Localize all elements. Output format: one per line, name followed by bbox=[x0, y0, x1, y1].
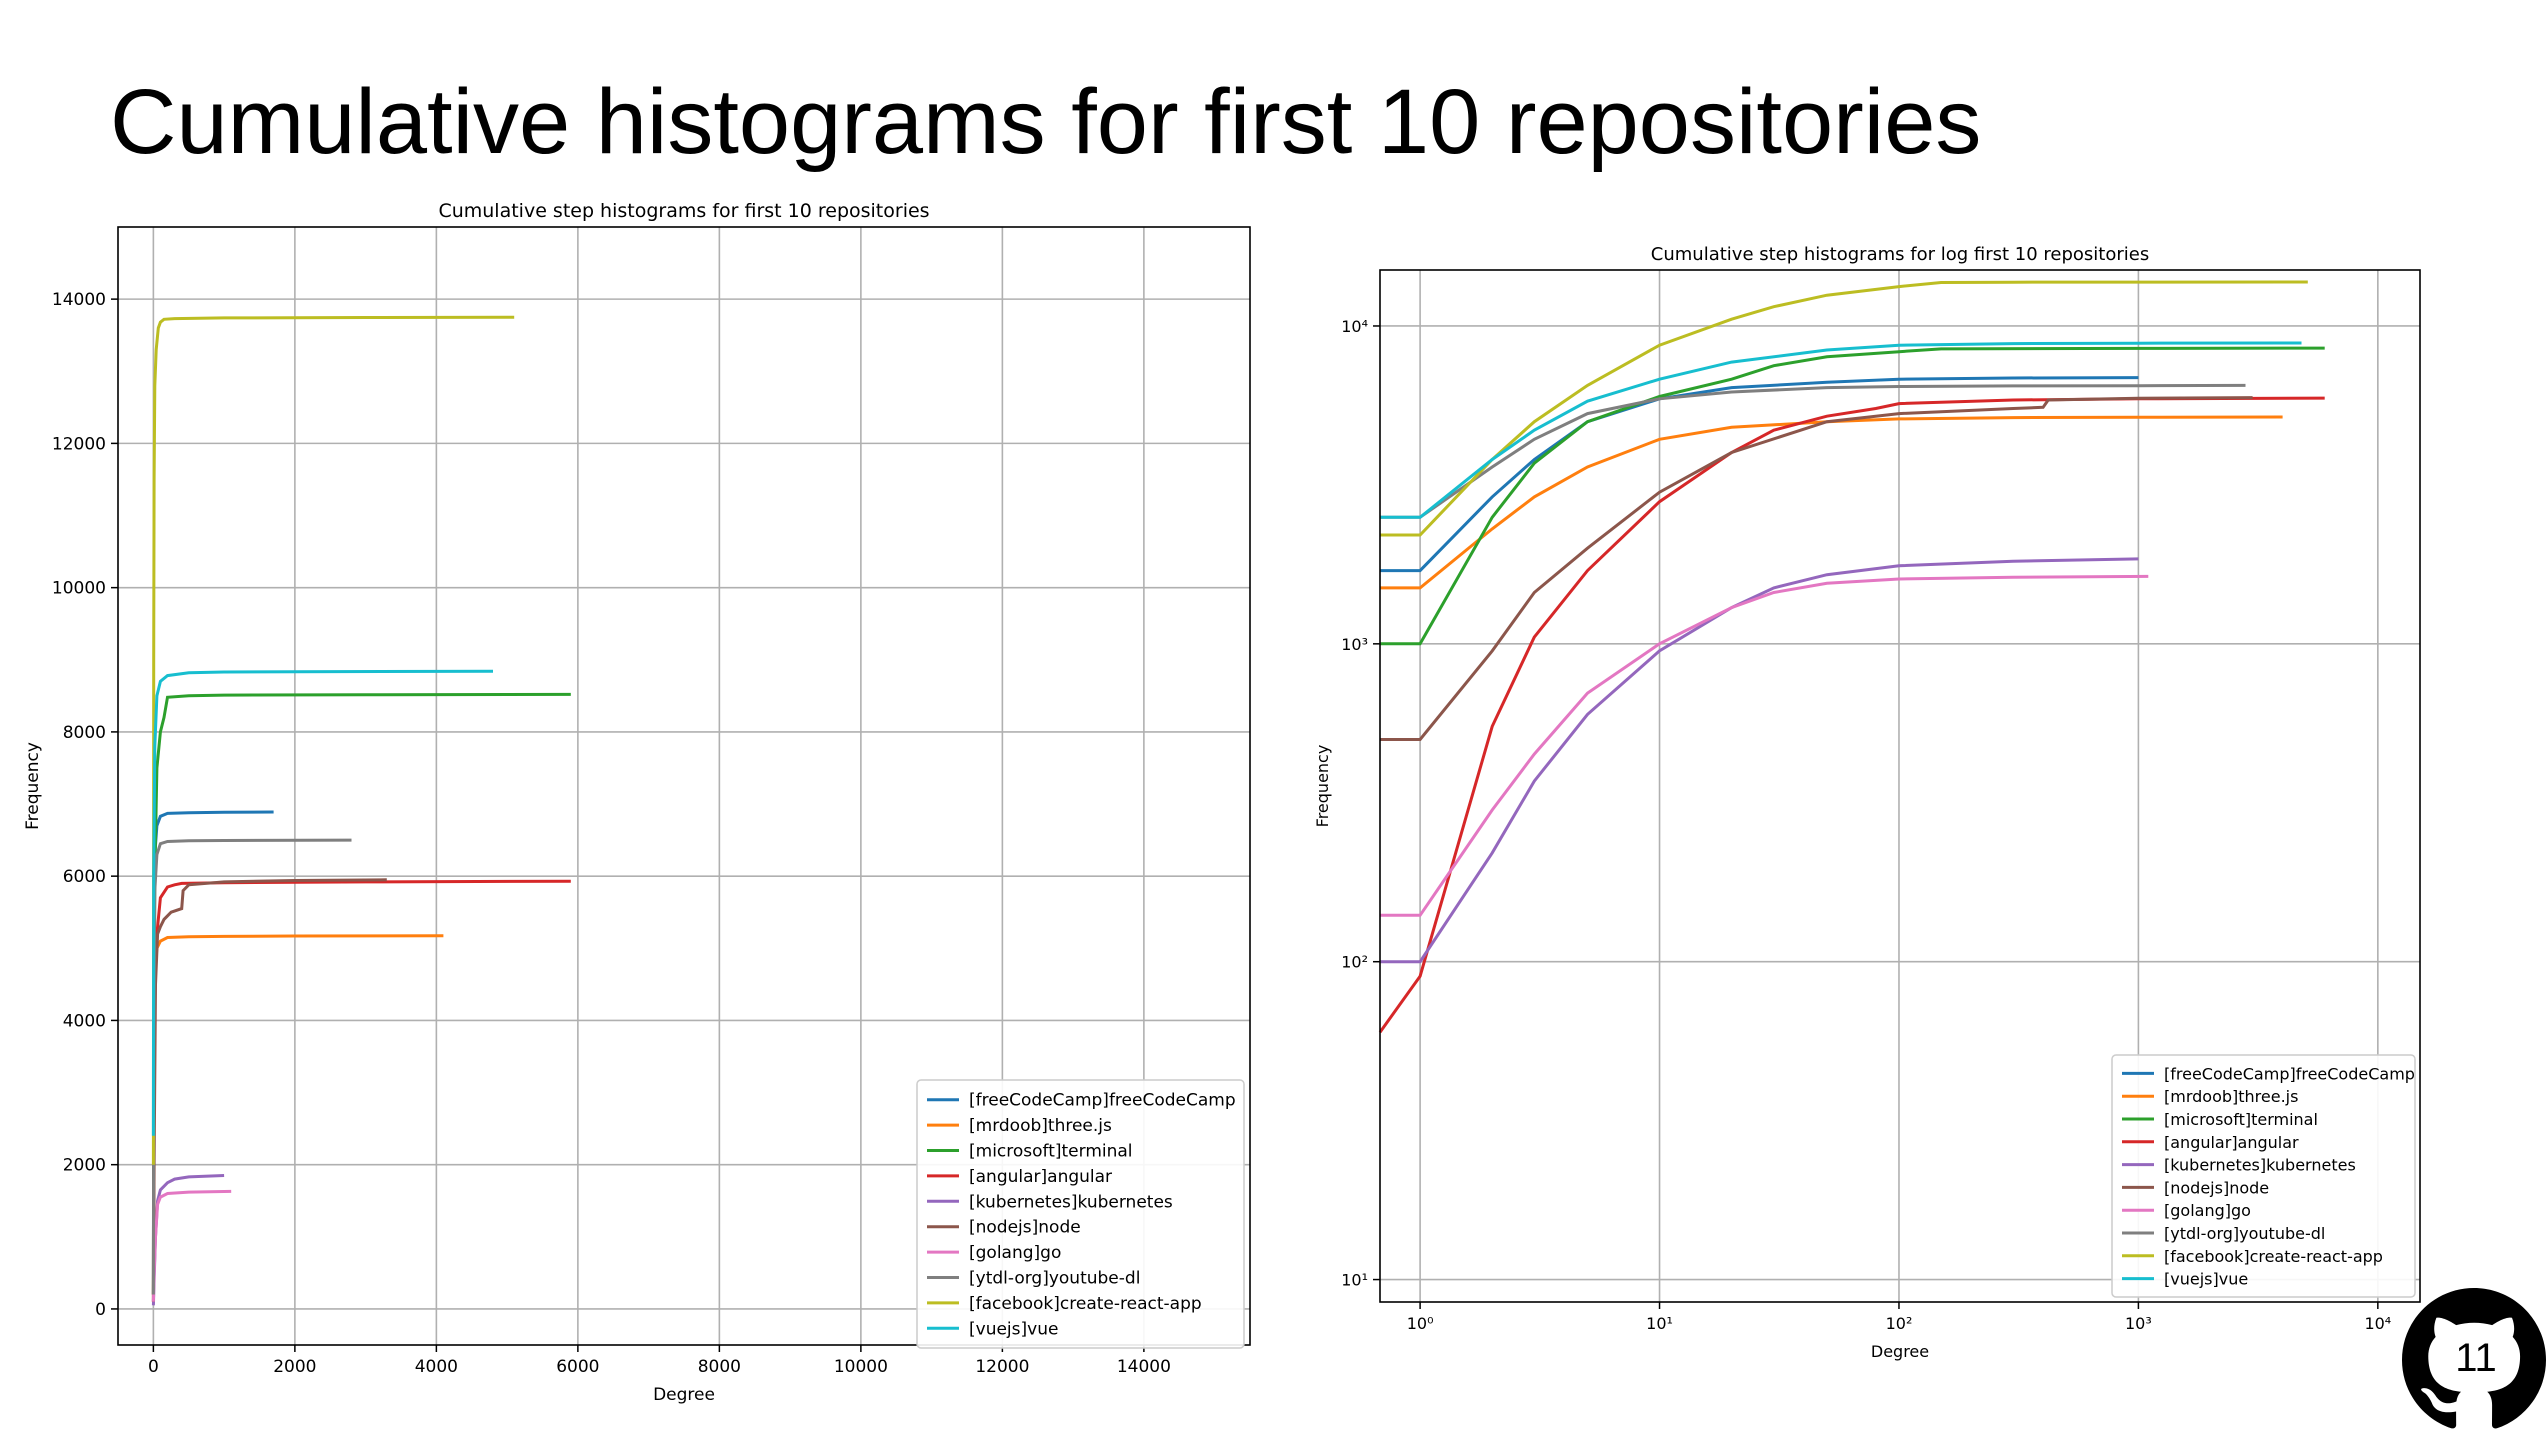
legend-entry: [vuejs]vue bbox=[969, 1319, 1058, 1339]
series-line bbox=[151, 669, 494, 1136]
series-line bbox=[1380, 341, 2302, 519]
x-tick-label: 10000 bbox=[834, 1357, 888, 1377]
x-tick-label: 10³ bbox=[2125, 1314, 2152, 1333]
y-axis-label: Frequency bbox=[1313, 745, 1332, 828]
plot-frame bbox=[1379, 269, 2421, 1303]
series-line bbox=[1380, 383, 2246, 519]
y-tick-label: 10000 bbox=[52, 579, 106, 599]
page-number: 11 bbox=[2455, 1336, 2497, 1380]
series-line bbox=[1380, 346, 2325, 646]
slide-title: Cumulative histograms for first 10 repos… bbox=[110, 71, 1982, 173]
legend-entry: [nodejs]node bbox=[2164, 1178, 2269, 1197]
legend-entry: [ytdl-org]youtube-dl bbox=[2164, 1224, 2325, 1243]
series-line bbox=[151, 878, 387, 1302]
y-tick-label: 12000 bbox=[52, 434, 106, 454]
y-tick-label: 14000 bbox=[52, 290, 106, 310]
linear-histogram-chart: 0 2000 4000 6000 8000 10000 12000 14000 0 2000 400… bbox=[23, 200, 1251, 1405]
y-tick-label: 10³ bbox=[1341, 635, 1368, 654]
x-tick-label: 10⁴ bbox=[2364, 1314, 2391, 1333]
series-line bbox=[151, 692, 571, 1295]
legend-box bbox=[916, 1079, 1245, 1349]
series-line bbox=[1380, 396, 2253, 741]
plot-frame bbox=[117, 226, 1251, 1346]
legend-entry: [nodejs]node bbox=[969, 1218, 1081, 1238]
x-tick-label: 14000 bbox=[1117, 1357, 1171, 1377]
x-tick-label: 8000 bbox=[698, 1357, 741, 1377]
legend-entry: [golang]go bbox=[969, 1243, 1061, 1263]
legend-entry: [angular]angular bbox=[2164, 1133, 2299, 1152]
legend-entry: [mrdoob]three.js bbox=[2164, 1087, 2298, 1106]
log-histogram-chart: 10⁰ 10¹ 10² 10³ 10⁴ 10¹ 10² 10³ 10⁴ Cumulative st… bbox=[1313, 244, 2421, 1361]
x-tick-label: 2000 bbox=[273, 1357, 316, 1377]
legend-entry: [microsoft]terminal bbox=[2164, 1110, 2318, 1129]
chart-title: Cumulative step histograms for first 10 … bbox=[438, 200, 929, 222]
series-line bbox=[151, 934, 444, 1295]
legend-entry: [kubernetes]kubernetes bbox=[969, 1192, 1173, 1212]
y-tick-label: 0 bbox=[95, 1300, 106, 1320]
y-tick-label: 10² bbox=[1341, 953, 1368, 972]
y-tick-label: 10¹ bbox=[1341, 1271, 1368, 1290]
y-axis-label: Frequency bbox=[23, 742, 43, 830]
legend-entry: [angular]angular bbox=[969, 1167, 1112, 1187]
legend-entry: [kubernetes]kubernetes bbox=[2164, 1156, 2356, 1175]
legend-entry: [facebook]create-react-app bbox=[969, 1294, 1202, 1314]
legend: [freeCodeCamp]freeCodeCamp [mrdoob]three.… bbox=[916, 1079, 1245, 1349]
series-line bbox=[1378, 396, 2325, 1034]
legend-entry: [golang]go bbox=[2164, 1201, 2251, 1220]
x-tick-label: 6000 bbox=[556, 1357, 599, 1377]
y-tick-label: 6000 bbox=[63, 867, 106, 887]
x-tick-label: 10¹ bbox=[1646, 1314, 1673, 1333]
y-tick-label: 4000 bbox=[63, 1011, 106, 1031]
legend-entry: [mrdoob]three.js bbox=[969, 1116, 1112, 1136]
x-tick-label: 10² bbox=[1886, 1314, 1913, 1333]
series-line bbox=[1380, 280, 2308, 537]
legend-box bbox=[2111, 1054, 2416, 1298]
legend-entry: [facebook]create-react-app bbox=[2164, 1247, 2383, 1266]
y-tick-label: 8000 bbox=[63, 723, 106, 743]
series-line bbox=[151, 315, 515, 1165]
y-tick-label: 2000 bbox=[63, 1156, 106, 1176]
x-tick-label: 4000 bbox=[415, 1357, 458, 1377]
y-tick-label: 10⁴ bbox=[1341, 317, 1368, 336]
legend-entry: [ytdl-org]youtube-dl bbox=[969, 1269, 1140, 1289]
legend: [freeCodeCamp]freeCodeCamp [mrdoob]three.… bbox=[2111, 1054, 2416, 1298]
series-line bbox=[151, 1189, 232, 1302]
legend-entry: [microsoft]terminal bbox=[969, 1142, 1133, 1162]
x-tick-label: 12000 bbox=[975, 1357, 1029, 1377]
github-octocat-icon bbox=[2402, 1288, 2546, 1429]
x-axis-label: Degree bbox=[1871, 1342, 1929, 1361]
legend-entry: [vuejs]vue bbox=[2164, 1270, 2248, 1289]
x-tick-label: 0 bbox=[148, 1357, 159, 1377]
series-line bbox=[1380, 557, 2139, 964]
series-line bbox=[151, 879, 571, 1302]
chart-title: Cumulative step histograms for log first… bbox=[1651, 244, 2149, 265]
legend-entry: [freeCodeCamp]freeCodeCamp bbox=[2164, 1064, 2415, 1083]
series-line bbox=[1380, 574, 2149, 917]
x-axis-label: Degree bbox=[653, 1385, 715, 1405]
x-tick-label: 10⁰ bbox=[1407, 1314, 1434, 1333]
legend-entry: [freeCodeCamp]freeCodeCamp bbox=[969, 1091, 1236, 1111]
